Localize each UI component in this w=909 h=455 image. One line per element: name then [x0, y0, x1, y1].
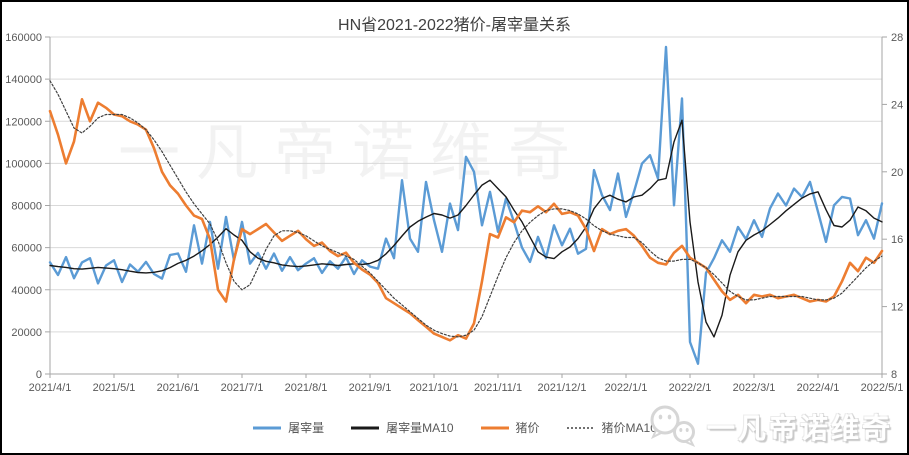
legend-label-slaughter: 屠宰量	[288, 421, 325, 435]
left-axis-label: 160000	[5, 32, 42, 44]
series-line-price-ma10	[49, 80, 883, 338]
chart-title: HN省2021-2022猪价-屠宰量关系	[338, 17, 571, 34]
legend-marker-price	[480, 426, 509, 429]
x-axis-label: 2021/11/1	[474, 382, 522, 394]
left-axis-label: 120000	[5, 116, 42, 128]
left-axis-label: 0	[36, 369, 42, 381]
x-axis-label: 2021/9/1	[349, 382, 392, 394]
legend-label-slaughter-ma10: 屠宰量MA10	[386, 421, 454, 435]
legend-marker-price-ma10	[566, 426, 595, 429]
legend-item-price-ma10: 猪价MA10	[566, 419, 657, 436]
left-axis-label: 80000	[11, 201, 42, 213]
x-axis-label: 2021/8/1	[285, 382, 328, 394]
legend-marker-slaughter-ma10	[351, 426, 380, 429]
right-axis-label: 28	[891, 32, 903, 44]
wechat-icon	[650, 405, 696, 447]
x-axis-label: 2022/5/1	[861, 382, 904, 394]
legend-item-price: 猪价	[480, 419, 540, 436]
chart-legend: 屠宰量 屠宰量MA10 猪价 猪价MA10	[2, 419, 907, 436]
right-axis-label: 12	[891, 302, 903, 314]
x-axis-label: 2022/1/1	[605, 382, 648, 394]
right-axis-label: 8	[891, 369, 897, 381]
legend-label-price: 猪价	[515, 421, 540, 435]
series-line-slaughter-ma10	[49, 119, 883, 338]
brand-name: 一凡帝诺维奇	[706, 413, 893, 444]
left-axis-label: 40000	[11, 285, 42, 297]
legend-item-slaughter: 屠宰量	[252, 419, 324, 436]
x-axis-label: 2022/4/1	[797, 382, 840, 394]
x-axis-label: 2021/4/1	[29, 382, 72, 394]
series-line-price	[48, 98, 884, 342]
left-axis-label: 20000	[11, 327, 42, 339]
legend-label-price-ma10: 猪价MA10	[601, 421, 657, 435]
right-axis-label: 20	[891, 167, 903, 179]
legend-marker-slaughter	[253, 426, 282, 429]
x-axis-label: 2021/5/1	[93, 382, 136, 394]
brand-logo: 一凡帝诺维奇	[647, 404, 893, 450]
left-axis-label: 100000	[5, 158, 42, 170]
x-axis-label: 2022/2/1	[669, 382, 712, 394]
left-axis-label: 60000	[11, 243, 42, 255]
x-axis-label: 2021/12/1	[538, 382, 587, 394]
legend-item-slaughter-ma10: 屠宰量MA10	[350, 419, 454, 436]
right-axis-label: 16	[891, 234, 903, 246]
x-axis-label: 2021/10/1	[410, 382, 459, 394]
x-axis-label: 2021/7/1	[221, 382, 264, 394]
x-axis-label: 2021/6/1	[157, 382, 200, 394]
right-axis-label: 24	[891, 99, 903, 111]
x-axis-label: 2022/3/1	[733, 382, 776, 394]
left-axis-label: 140000	[5, 74, 42, 86]
series-line-slaughter	[48, 45, 884, 365]
